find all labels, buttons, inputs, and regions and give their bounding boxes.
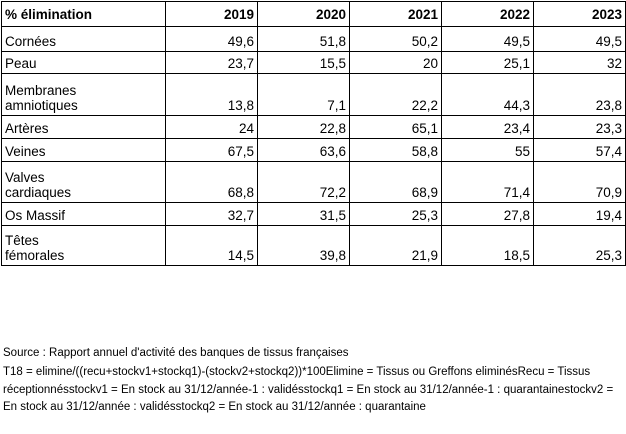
header-row: % élimination 2019 2020 2021 2022 2023 <box>1 1 626 27</box>
header-year: 2019 <box>165 1 258 27</box>
table-cell: 68,8 <box>165 161 258 203</box>
table-cell: 71,4 <box>441 161 534 203</box>
row-label: Os Massif <box>1 202 166 226</box>
table-cell: 58,8 <box>349 138 442 162</box>
table-row: Valves cardiaques 68,8 72,2 68,9 71,4 70,9 <box>1 161 626 203</box>
table-cell: 27,8 <box>441 202 534 226</box>
table-cell: 50,2 <box>349 26 442 52</box>
row-label: Artères <box>1 115 166 139</box>
elimination-table: % élimination 2019 2020 2021 2022 2023 C… <box>1 1 626 266</box>
header-year: 2020 <box>257 1 350 27</box>
table-cell: 49,6 <box>165 26 258 52</box>
row-label: Peau <box>1 51 166 74</box>
table-cell: 23,3 <box>533 115 626 139</box>
table-row: Cornées 49,6 51,8 50,2 49,5 49,5 <box>1 26 626 52</box>
table-cell: 18,5 <box>441 225 534 266</box>
table-cell: 49,5 <box>441 26 534 52</box>
table-row: Membranes amniotiques 13,8 7,1 22,2 44,3 23,8 <box>1 73 626 116</box>
table-cell: 51,8 <box>257 26 350 52</box>
header-year: 2021 <box>349 1 442 27</box>
table-cell: 22,8 <box>257 115 350 139</box>
table-cell: 23,4 <box>441 115 534 139</box>
table-cell: 23,7 <box>165 51 258 74</box>
table-cell: 70,9 <box>533 161 626 203</box>
row-label: Membranes amniotiques <box>1 73 166 116</box>
table-cell: 15,5 <box>257 51 350 74</box>
row-label: Veines <box>1 138 166 162</box>
table-cell: 32,7 <box>165 202 258 226</box>
table-cell: 32 <box>533 51 626 74</box>
source-text: Source : Rapport annuel d'activité des b… <box>3 347 349 359</box>
table-cell: 23,8 <box>533 73 626 116</box>
table-cell: 68,9 <box>349 161 442 203</box>
table-cell: 55 <box>441 138 534 162</box>
table-cell: 31,5 <box>257 202 350 226</box>
table-row: Têtes fémorales 14,5 39,8 21,9 18,5 25,3 <box>1 225 626 266</box>
header-year: 2022 <box>441 1 534 27</box>
table-cell: 19,4 <box>533 202 626 226</box>
table-cell: 65,1 <box>349 115 442 139</box>
table-cell: 24 <box>165 115 258 139</box>
table-cell: 14,5 <box>165 225 258 266</box>
row-label: Têtes fémorales <box>1 225 166 266</box>
table-cell: 21,9 <box>349 225 442 266</box>
table-cell: 44,3 <box>441 73 534 116</box>
table-row: Os Massif 32,7 31,5 25,3 27,8 19,4 <box>1 202 626 226</box>
formula-note: T18 = elimine/((recu+stockv1+stockq1)-(s… <box>3 366 614 413</box>
row-label: Valves cardiaques <box>1 161 166 203</box>
header-label: % élimination <box>1 1 166 27</box>
table-cell: 49,5 <box>533 26 626 52</box>
table-cell: 13,8 <box>165 73 258 116</box>
table-cell: 22,2 <box>349 73 442 116</box>
table-cell: 25,1 <box>441 51 534 74</box>
row-label: Cornées <box>1 26 166 52</box>
table-row: Veines 67,5 63,6 58,8 55 57,4 <box>1 138 626 162</box>
table-cell: 39,8 <box>257 225 350 266</box>
table-cell: 25,3 <box>533 225 626 266</box>
table-cell: 7,1 <box>257 73 350 116</box>
table-cell: 57,4 <box>533 138 626 162</box>
table-row: Peau 23,7 15,5 20 25,1 32 <box>1 51 626 74</box>
table-cell: 20 <box>349 51 442 74</box>
table-cell: 72,2 <box>257 161 350 203</box>
header-year: 2023 <box>533 1 626 27</box>
table-row: Artères 24 22,8 65,1 23,4 23,3 <box>1 115 626 139</box>
table-cell: 25,3 <box>349 202 442 226</box>
table-cell: 67,5 <box>165 138 258 162</box>
table-cell: 63,6 <box>257 138 350 162</box>
